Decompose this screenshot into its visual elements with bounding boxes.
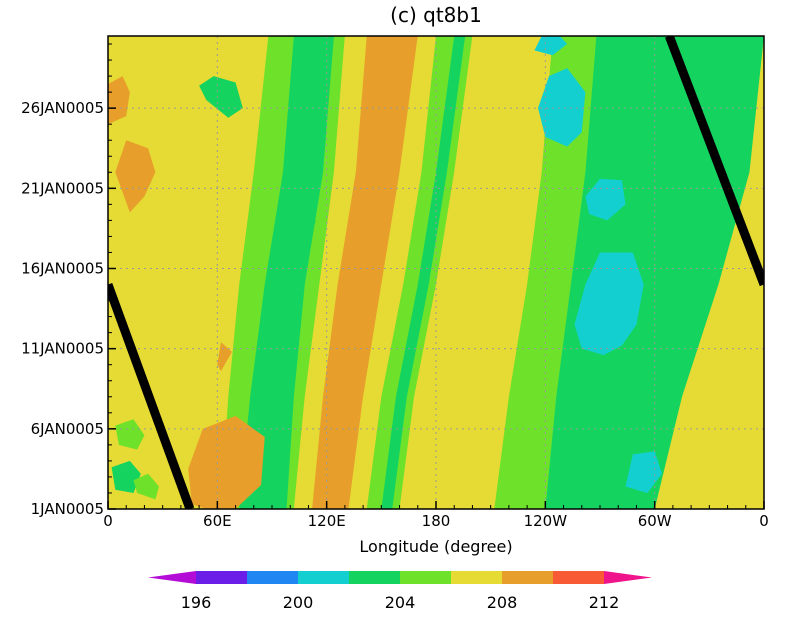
colorbar-segment (247, 571, 299, 584)
y-tick-label: 26JAN0005 (21, 99, 104, 117)
colorbar-segment (298, 571, 350, 584)
field-patch (108, 76, 130, 125)
field-band (293, 36, 367, 509)
field-band (399, 36, 553, 509)
y-tick-label: 11JAN0005 (21, 340, 104, 358)
colorbar-segment (196, 571, 248, 584)
y-tick-label: 21JAN0005 (21, 179, 104, 197)
field-patch (115, 140, 156, 213)
field-patch (286, 197, 316, 247)
colorbar-segment (553, 571, 605, 584)
colorbar-label: 208 (487, 593, 518, 612)
x-axis: 0 60E 120E 180 120W 60W 0 (103, 501, 769, 530)
x-tick-label: 0 (103, 512, 113, 530)
field-patch (574, 252, 644, 356)
contour-lines (108, 36, 764, 509)
x-tick-label: 0 (759, 512, 769, 530)
colorbar-segment (451, 571, 503, 584)
colorbar-label: 200 (283, 593, 314, 612)
colorbar-segment (349, 571, 401, 584)
colorbar-segment (502, 571, 554, 584)
field-patch (115, 419, 145, 450)
x-tick-label: 120W (524, 512, 568, 530)
field-patch (625, 451, 662, 493)
x-tick-label: 180 (422, 512, 451, 530)
y-axis: 1JAN0005 6JAN0005 11JAN0005 16JAN0005 21JAN0… (21, 43, 116, 518)
field-band (381, 36, 466, 509)
colorbar-arrow-low (148, 571, 196, 584)
chart-title: (c) qt8b1 (390, 3, 482, 27)
field-band (312, 36, 418, 509)
field-band (348, 36, 436, 509)
colorbar-segment (400, 571, 452, 584)
colorbar-label: 212 (589, 593, 620, 612)
field-band (239, 36, 334, 509)
field-patch (133, 473, 160, 500)
x-axis-label: Longitude (degree) (359, 537, 512, 556)
field-band (654, 36, 764, 509)
field-patch (188, 416, 265, 509)
y-tick-label: 6JAN0005 (31, 420, 104, 438)
plot-grid (108, 36, 764, 509)
contour-line (108, 282, 195, 509)
x-tick-label: 60W (638, 512, 672, 530)
field-patch (111, 460, 141, 493)
contour-line (665, 36, 764, 287)
field-patch (534, 36, 568, 56)
field-patch (585, 178, 626, 221)
x-tick-label: 60E (203, 512, 232, 530)
field-patch (199, 76, 243, 118)
y-tick-label: 16JAN0005 (21, 259, 104, 277)
field-patch (217, 342, 232, 372)
colorbar: 196 200 204 208 212 (148, 571, 652, 612)
x-tick-label: 120E (308, 512, 346, 530)
colorbar-label: 196 (181, 593, 212, 612)
y-tick-label: 1JAN0005 (31, 500, 104, 518)
field-patch (538, 68, 586, 147)
colorbar-arrow-high (604, 571, 652, 584)
colorbar-label: 204 (385, 593, 416, 612)
